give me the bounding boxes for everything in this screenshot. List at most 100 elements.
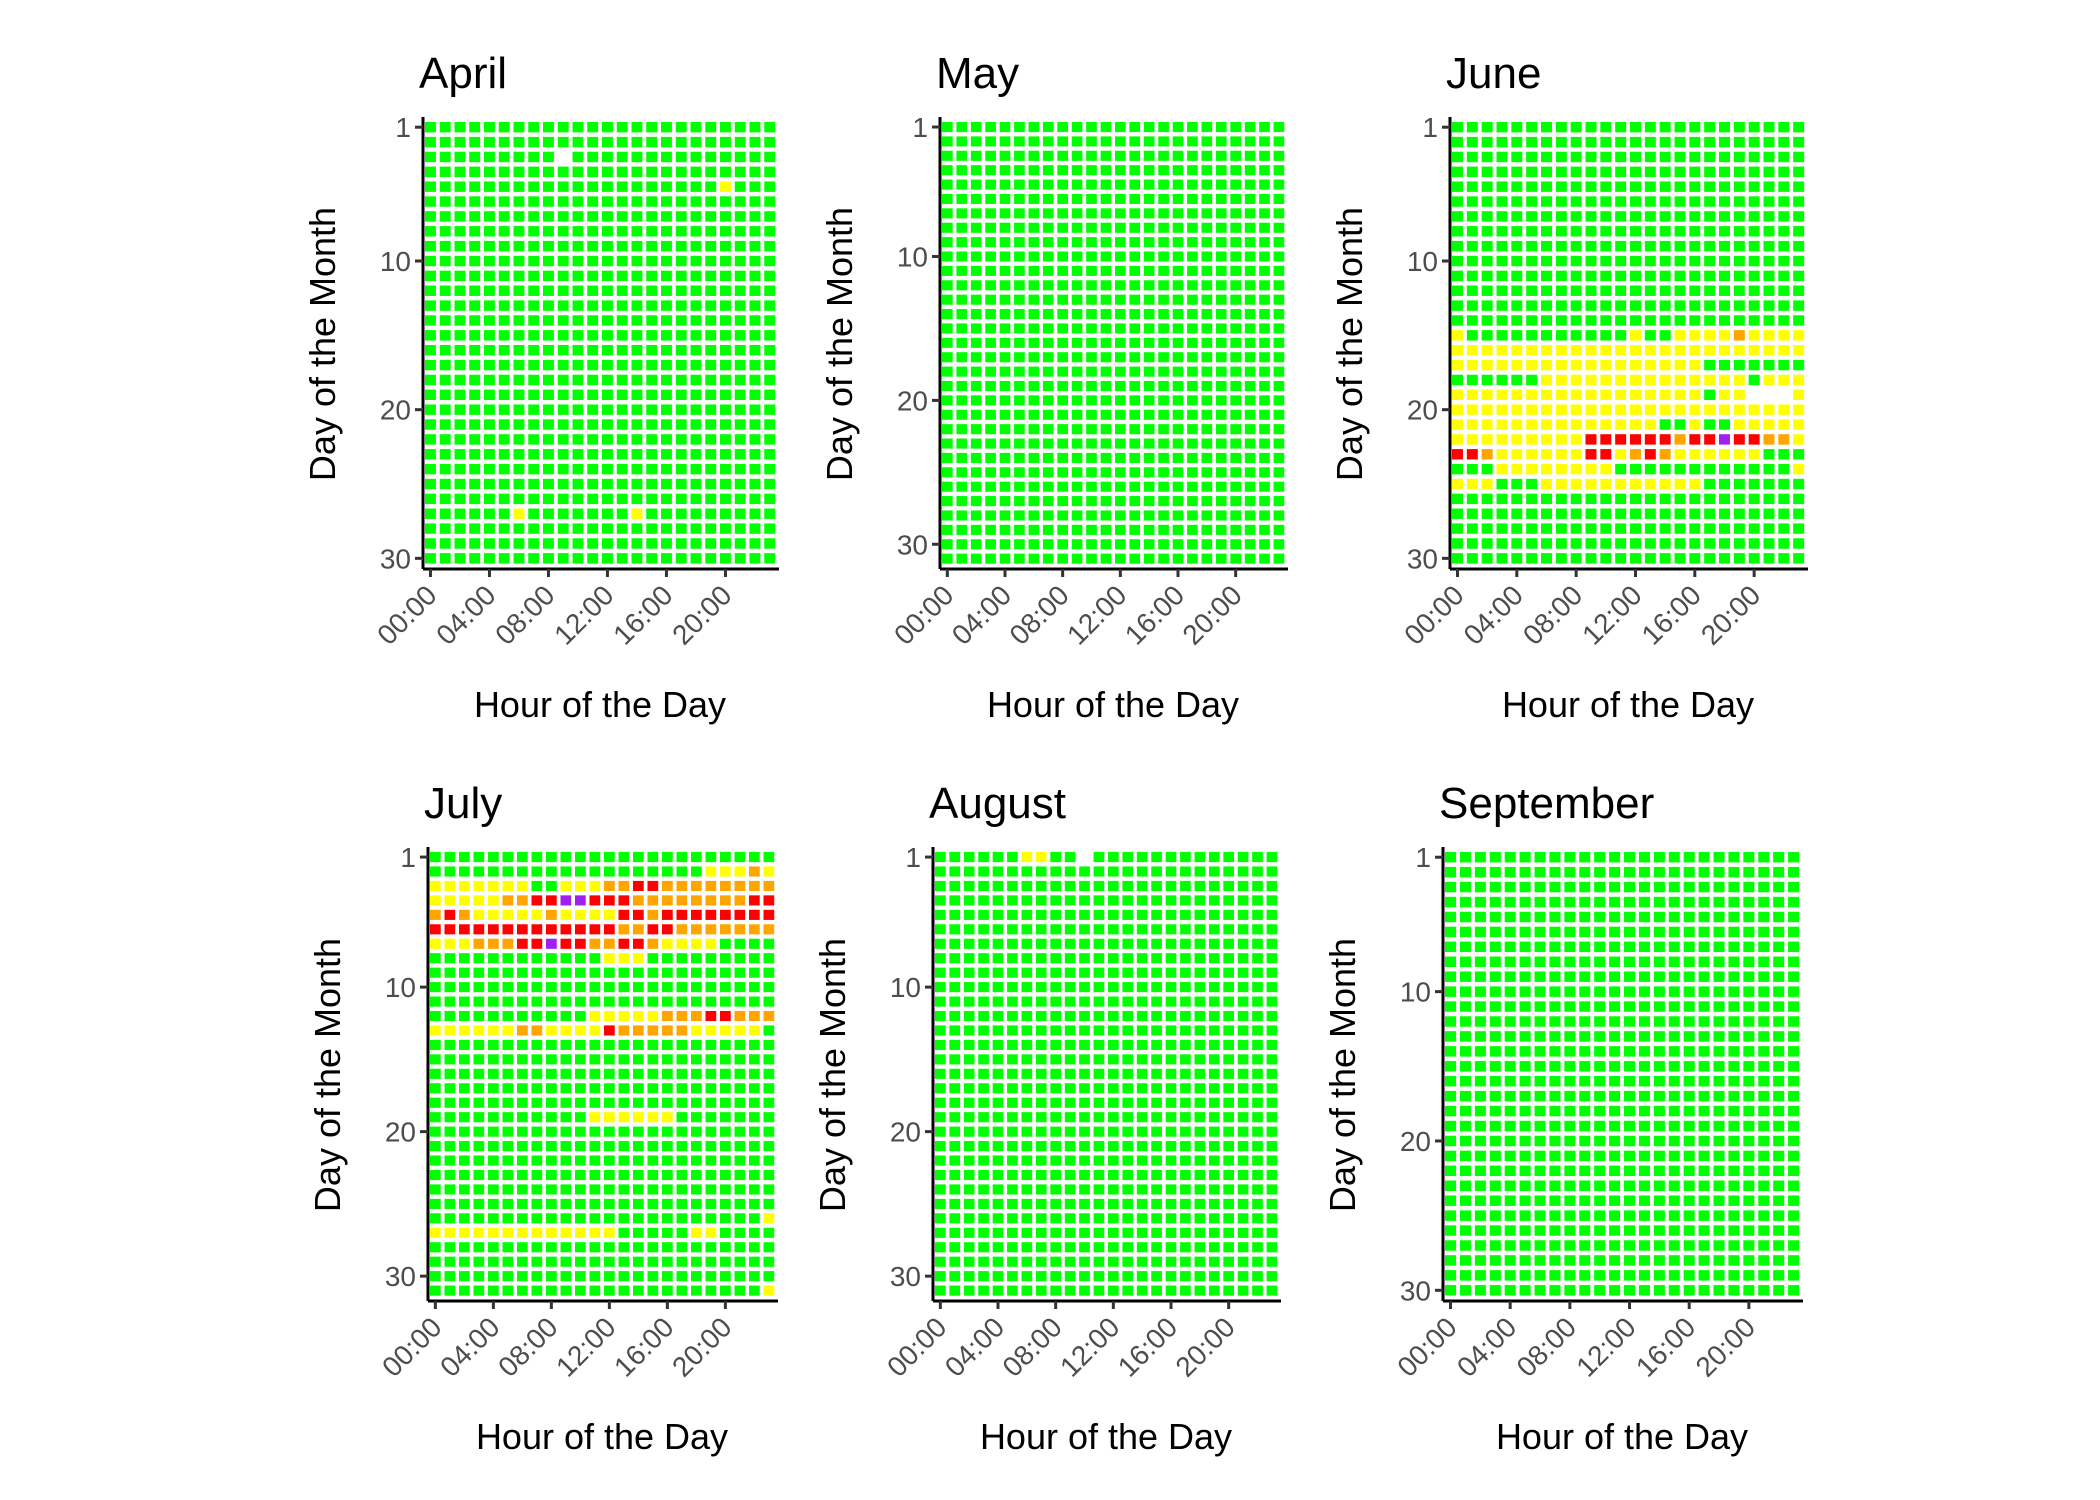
heatmap-cell (720, 434, 731, 445)
heatmap-cell (454, 240, 466, 252)
heatmap-cell (1093, 1068, 1105, 1079)
heatmap-cell (1594, 1255, 1606, 1266)
heatmap-cell (616, 315, 628, 326)
heatmap-cell (690, 240, 702, 252)
heatmap-cell (942, 424, 953, 435)
heatmap-cell (1252, 909, 1263, 920)
heatmap-cell (705, 523, 717, 534)
heatmap-cell (1259, 467, 1270, 478)
heatmap-cell (1659, 404, 1671, 415)
heatmap-cell (675, 330, 687, 341)
heatmap-cell (978, 1155, 989, 1166)
heatmap-cell (734, 1271, 746, 1282)
heatmap-cell (618, 1169, 630, 1181)
heatmap-cell (459, 1242, 470, 1253)
heatmap-cell (1252, 1025, 1263, 1036)
heatmap-cell (1793, 538, 1805, 549)
heatmap-cell (764, 255, 776, 267)
heatmap-cell (1555, 419, 1567, 430)
heatmap-cell (1793, 553, 1805, 564)
heatmap-cell (1489, 1165, 1501, 1177)
heatmap-cell (1788, 956, 1800, 967)
heatmap-cell (1071, 539, 1083, 550)
heatmap-cell (602, 196, 613, 207)
heatmap-cell (560, 1198, 572, 1209)
y-tick-label: 10 (385, 972, 416, 1003)
heatmap-cell (1570, 478, 1582, 490)
heatmap-cell (949, 1141, 961, 1152)
heatmap-cell (1064, 938, 1076, 949)
heatmap-cell (473, 895, 485, 906)
heatmap-cell (1115, 208, 1126, 219)
heatmap-cell (676, 1097, 688, 1108)
heatmap-cell (1143, 409, 1155, 420)
heatmap-cell (528, 136, 540, 148)
heatmap-cell (1180, 1271, 1191, 1282)
heatmap-cell (1615, 285, 1627, 296)
heatmap-cell (1555, 553, 1567, 564)
heatmap-cell (646, 270, 658, 282)
heatmap-cell (1481, 553, 1493, 564)
heatmap-cell (1644, 553, 1656, 564)
heatmap-cell (575, 895, 586, 906)
heatmap-cell (633, 866, 644, 877)
heatmap-cell (690, 330, 702, 341)
heatmap-cell (1230, 452, 1241, 463)
heatmap-cell (631, 419, 643, 430)
heatmap-cell (1057, 309, 1068, 320)
heatmap-cell (1215, 380, 1227, 392)
heatmap-cell (749, 1227, 760, 1238)
heatmap-cell (444, 924, 456, 935)
heatmap-cell (1143, 481, 1155, 492)
heatmap-cell (1259, 193, 1270, 205)
heatmap-cell (1100, 237, 1112, 248)
heatmap-cell (1644, 374, 1656, 386)
heatmap-cell (1733, 508, 1745, 519)
heatmap-cell (662, 852, 673, 863)
heatmap-cell (1541, 315, 1552, 326)
heatmap-cell (473, 866, 485, 877)
heatmap-cell (1273, 337, 1285, 348)
heatmap-cell (1445, 1210, 1457, 1221)
heatmap-cell (1630, 493, 1641, 505)
heatmap-cell (1158, 424, 1169, 435)
heatmap-cell (572, 315, 584, 326)
heatmap-cell (1594, 1046, 1606, 1057)
heatmap-cell (587, 434, 599, 445)
heatmap-cell (546, 1242, 557, 1253)
y-tick-label: 1 (912, 112, 928, 143)
heatmap-cell (720, 1010, 731, 1022)
heatmap-cell (546, 953, 557, 964)
heatmap-cell (488, 1184, 499, 1195)
heatmap-cell (1624, 1046, 1636, 1057)
heatmap-cell (734, 122, 746, 133)
heatmap-cell (1143, 366, 1155, 377)
heatmap-cell (557, 136, 569, 148)
heatmap-cell (705, 463, 717, 475)
heatmap-cell (1763, 359, 1775, 371)
heatmap-cell (1555, 300, 1567, 311)
heatmap-cell (1136, 1169, 1148, 1181)
heatmap-cell (589, 1285, 601, 1296)
heatmap-cell (691, 1213, 702, 1224)
heatmap-cell (763, 1112, 775, 1123)
heatmap-cell (543, 359, 554, 371)
heatmap-cell (705, 967, 717, 978)
heatmap-cell (1108, 1097, 1119, 1108)
heatmap-cell (734, 1097, 746, 1108)
heatmap-cell (1624, 1031, 1636, 1042)
heatmap-cell (1743, 852, 1755, 863)
heatmap-cell (1064, 982, 1076, 993)
heatmap-cell (430, 1242, 441, 1253)
heatmap-cell (1445, 1090, 1457, 1102)
heatmap-cell (1223, 1141, 1234, 1152)
heatmap-cell (1778, 493, 1790, 505)
heatmap-cell (604, 895, 615, 906)
heatmap-cell (1194, 1097, 1206, 1108)
heatmap-cell (488, 1285, 499, 1296)
heatmap-cell (425, 151, 436, 163)
heatmap-cell (1158, 366, 1169, 377)
heatmap-cell (1570, 553, 1582, 564)
heatmap-cell (1129, 524, 1141, 535)
heatmap-cell (1252, 1112, 1263, 1123)
